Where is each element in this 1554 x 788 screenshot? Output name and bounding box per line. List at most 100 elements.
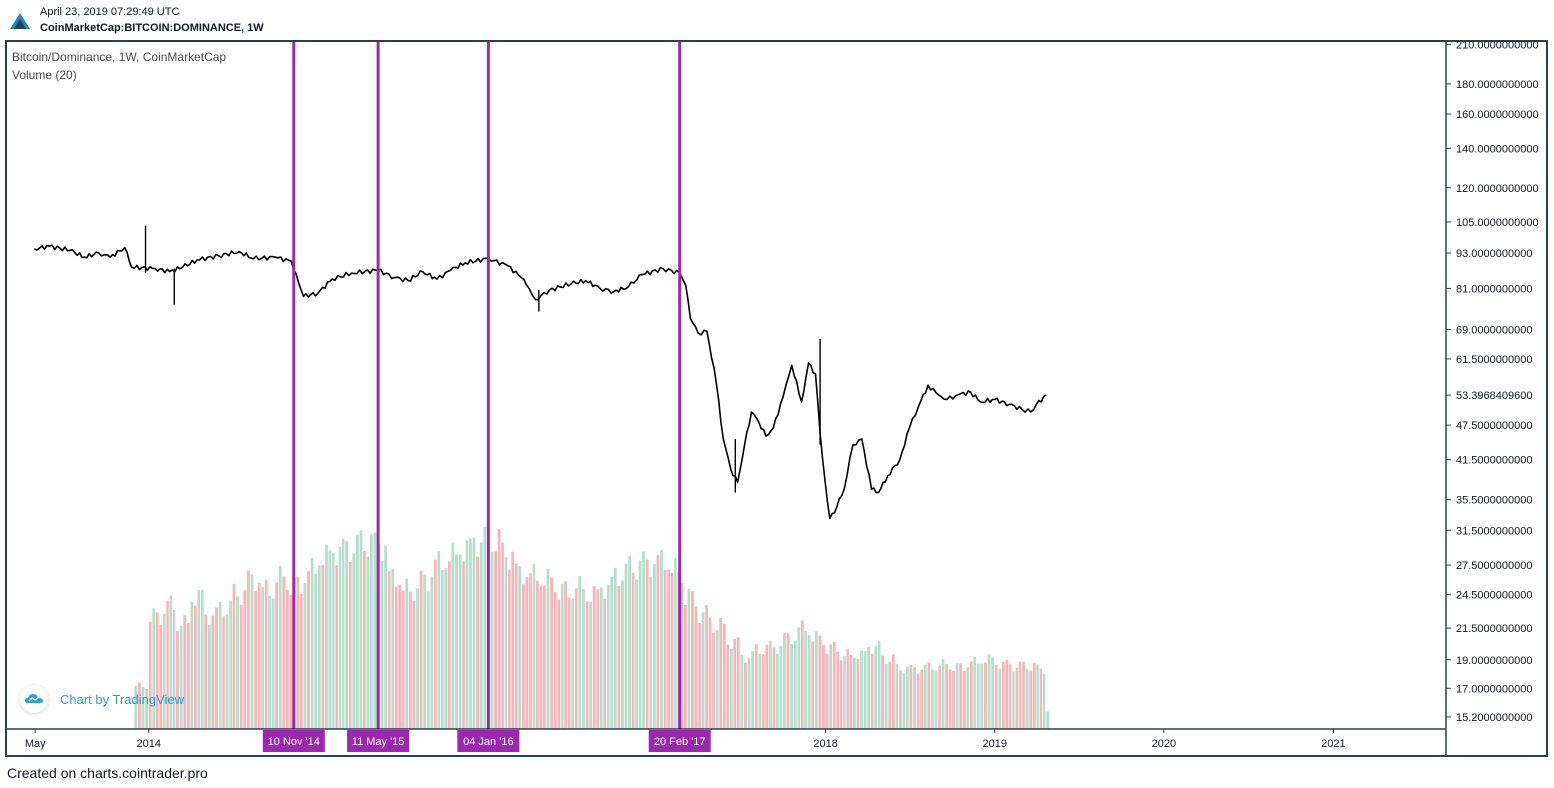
volume-bar bbox=[793, 640, 797, 729]
volume-bar bbox=[607, 584, 610, 729]
y-tick-label: 15.2000000000 bbox=[1456, 712, 1532, 724]
volume-bar bbox=[522, 584, 525, 729]
volume-bar bbox=[726, 644, 730, 729]
marker-date-badge bbox=[648, 730, 711, 752]
volume-bar bbox=[514, 563, 518, 729]
y-tick-label: 69.0000000000 bbox=[1456, 324, 1532, 336]
volume-bar bbox=[574, 588, 578, 729]
volume-bar bbox=[155, 612, 159, 729]
chart-frame bbox=[5, 40, 1548, 757]
volume-bar bbox=[1009, 664, 1012, 729]
chart-by-tradingview-link[interactable]: Chart by TradingView bbox=[20, 685, 185, 713]
volume-bar bbox=[635, 579, 638, 729]
volume-bar bbox=[800, 620, 804, 729]
volume-bar bbox=[508, 569, 511, 729]
volume-bar bbox=[275, 582, 278, 729]
volume-bar bbox=[571, 598, 575, 729]
volume-bar bbox=[818, 635, 822, 729]
volume-bar bbox=[494, 551, 497, 729]
volume-bar bbox=[846, 648, 849, 729]
volume-bar bbox=[962, 670, 966, 729]
volume-bar bbox=[582, 589, 585, 729]
volume-bar bbox=[447, 561, 451, 729]
volume-bar bbox=[225, 614, 229, 729]
y-tick-label: 160.0000000000 bbox=[1456, 109, 1539, 121]
volume-bar bbox=[359, 530, 363, 729]
y-tick-label: 120.0000000000 bbox=[1456, 183, 1539, 195]
volume-bar bbox=[557, 599, 561, 729]
volume-bar bbox=[314, 573, 318, 729]
volume-bar bbox=[1025, 669, 1029, 729]
y-tick-label: 19.0000000000 bbox=[1456, 655, 1532, 667]
volume-bar bbox=[564, 581, 567, 729]
volume-bar bbox=[941, 659, 945, 729]
volume-bar bbox=[172, 610, 176, 729]
volume-bar bbox=[1046, 711, 1050, 729]
volume-bar bbox=[1042, 673, 1046, 729]
volume-bar bbox=[567, 597, 571, 729]
volume-bar bbox=[193, 605, 197, 729]
volume-bar bbox=[440, 570, 444, 729]
volume-bar bbox=[624, 563, 628, 729]
volume-bar bbox=[642, 551, 645, 729]
volume-bar bbox=[715, 629, 719, 729]
volume-bar bbox=[458, 554, 462, 729]
footer-credit: Created on charts.cointrader.pro bbox=[7, 765, 208, 781]
volume-bar bbox=[649, 576, 653, 729]
volume-bar bbox=[345, 541, 348, 729]
volume-bar bbox=[261, 586, 264, 729]
y-tick-label: 35.5000000000 bbox=[1456, 495, 1532, 507]
marker-date-label: 10 Nov '14 bbox=[268, 736, 320, 748]
volume-bar bbox=[163, 613, 166, 729]
volume-bar bbox=[211, 615, 215, 729]
volume-bar bbox=[152, 608, 156, 729]
volume-bar bbox=[373, 532, 377, 729]
volume-bar bbox=[553, 592, 557, 729]
tradingview-badge-text: Chart by TradingView bbox=[60, 691, 185, 707]
x-tick-label: 2018 bbox=[813, 738, 837, 750]
volume-bar bbox=[138, 682, 141, 729]
volume-bar bbox=[663, 570, 667, 729]
volume-bar bbox=[190, 601, 194, 729]
volume-bar bbox=[532, 563, 536, 729]
volume-bar bbox=[674, 558, 677, 729]
volume-bar bbox=[342, 538, 345, 729]
volume-bar bbox=[437, 551, 441, 729]
volume-bar bbox=[797, 627, 801, 729]
tradingview-cloud-icon bbox=[20, 685, 48, 713]
volume-bar bbox=[398, 584, 401, 729]
volume-bar bbox=[1032, 663, 1036, 729]
volume-bar bbox=[134, 685, 138, 729]
volume-bar bbox=[687, 589, 691, 729]
volume-bar bbox=[653, 563, 656, 729]
volume-bar bbox=[363, 550, 366, 729]
volume-bar bbox=[765, 644, 769, 729]
volume-bar bbox=[874, 646, 877, 729]
volume-bar bbox=[501, 542, 504, 729]
volume-bar bbox=[712, 632, 715, 729]
volume-bar bbox=[380, 561, 384, 729]
volume-bar bbox=[430, 576, 434, 729]
volume-bar bbox=[783, 632, 786, 729]
volume-bar bbox=[786, 633, 790, 729]
y-tick-label: 41.5000000000 bbox=[1456, 455, 1532, 467]
volume-bar bbox=[370, 534, 373, 729]
volume-bar bbox=[761, 654, 765, 729]
volume-bar bbox=[539, 585, 543, 729]
volume-bar bbox=[610, 576, 614, 729]
marker-date-label: 04 Jan '16 bbox=[463, 736, 513, 748]
volume-bar bbox=[955, 663, 959, 729]
volume-bar bbox=[853, 657, 856, 729]
volume-bar bbox=[589, 602, 592, 729]
volume-bar bbox=[325, 544, 328, 729]
volume-bar bbox=[426, 591, 430, 729]
y-tick-label: 17.0000000000 bbox=[1456, 683, 1532, 695]
volume-bar bbox=[166, 600, 169, 729]
volume-bar bbox=[145, 689, 148, 729]
volume-bar bbox=[998, 669, 1002, 729]
volume-bar bbox=[391, 568, 394, 729]
volume-bar bbox=[884, 663, 888, 729]
volume-bar bbox=[455, 554, 458, 729]
volume-bar bbox=[708, 617, 712, 729]
